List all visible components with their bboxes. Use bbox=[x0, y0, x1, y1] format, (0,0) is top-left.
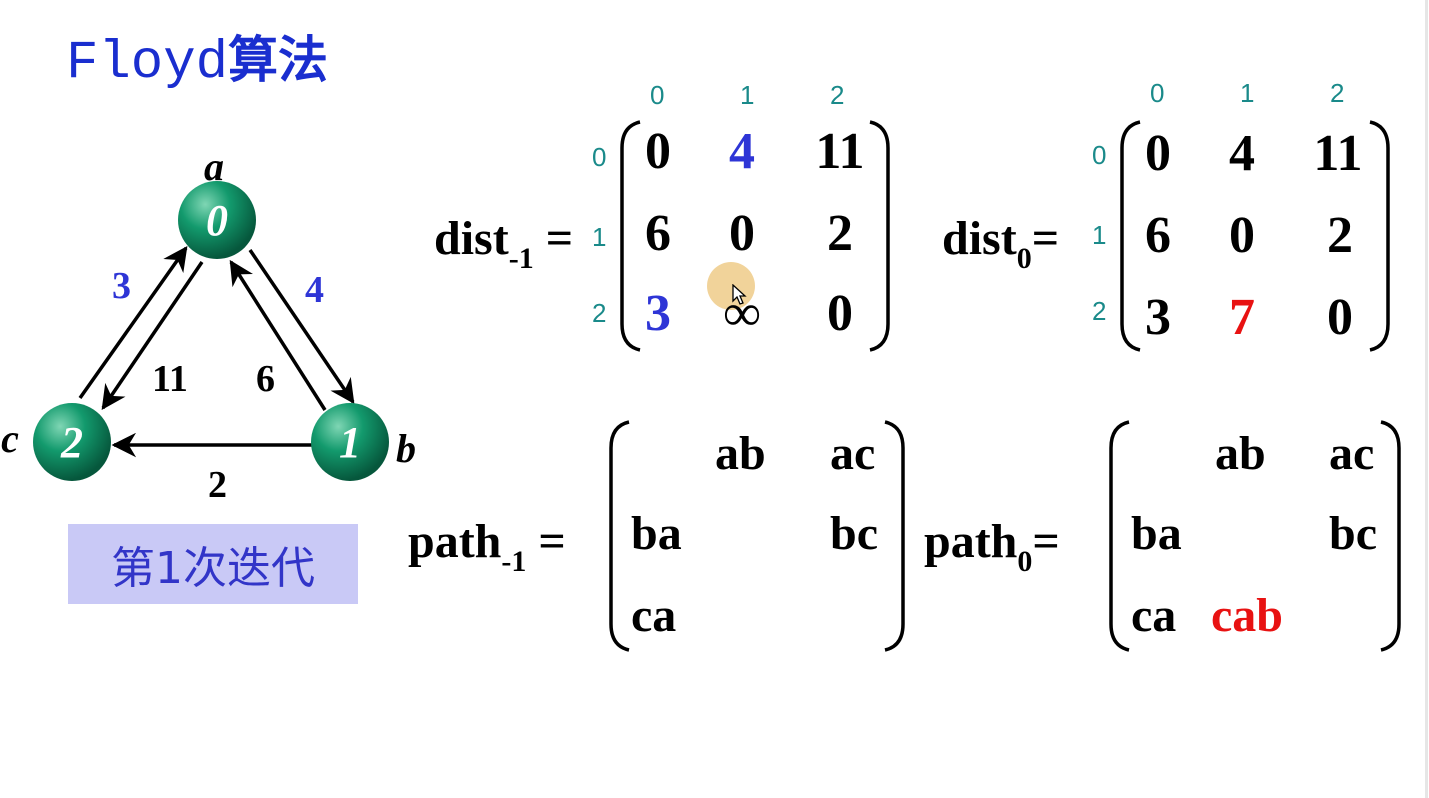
path-prev-matrix: ab ac ba bc ca bbox=[605, 420, 910, 655]
pointer-highlight bbox=[707, 262, 755, 310]
node-2: 2 bbox=[33, 403, 111, 481]
node-0-letter: a bbox=[204, 144, 224, 189]
dist-curr-cell-1-1: 0 bbox=[1229, 207, 1255, 264]
dist-prev-col-idx-0: 0 bbox=[650, 80, 665, 110]
dist-prev-cell-1-2: 2 bbox=[827, 205, 853, 262]
path-curr-cell-1-0: ba bbox=[1131, 507, 1182, 560]
edge-weight-1-0: 6 bbox=[256, 358, 275, 400]
dist-curr-matrix: 0 1 2 0 1 2 0 4 11 6 0 2 3 7 0 bbox=[1090, 78, 1400, 358]
dist-curr-left-bracket bbox=[1120, 120, 1141, 352]
dist-prev-eq: = bbox=[545, 212, 574, 265]
dist-curr-row-idx-1: 1 bbox=[1092, 220, 1107, 250]
dist-prev-right-bracket bbox=[869, 120, 890, 352]
slide-edge-divider bbox=[1425, 0, 1428, 798]
path-curr-name: path bbox=[924, 515, 1018, 568]
path-prev-label: path-1 = bbox=[408, 518, 566, 577]
graph-diagram: 3 4 11 6 2 0 1 2 a b c bbox=[1, 144, 416, 506]
dist-prev-left-bracket bbox=[620, 120, 641, 352]
dist-prev-cell-0-2: 11 bbox=[815, 123, 865, 180]
dist-prev-cell-2-2: 0 bbox=[827, 285, 853, 342]
title-cjk: 算法 bbox=[228, 31, 329, 89]
edge-weight-2-0: 3 bbox=[112, 265, 131, 307]
dist-curr-col-idx-0: 0 bbox=[1150, 78, 1165, 108]
path-prev-sub: -1 bbox=[501, 545, 527, 578]
dist-prev-col-idx-2: 2 bbox=[830, 80, 845, 110]
path-curr-cell-1-2: bc bbox=[1329, 507, 1377, 560]
edge-weight-0-2: 11 bbox=[152, 358, 188, 400]
node-1-letter: b bbox=[396, 426, 416, 471]
node-0-id: 0 bbox=[206, 196, 228, 245]
dist-curr-cell-2-0: 3 bbox=[1145, 289, 1171, 346]
dist-curr-sub: 0 bbox=[1016, 242, 1032, 275]
dist-prev-cell-1-1: 0 bbox=[729, 205, 755, 262]
edge-1-to-0 bbox=[229, 259, 327, 411]
dist-curr-cell-2-1: 7 bbox=[1229, 289, 1255, 346]
node-2-letter: c bbox=[1, 416, 19, 461]
path-curr-cell-0-1: ab bbox=[1215, 427, 1266, 480]
dist-curr-cell-1-0: 6 bbox=[1145, 207, 1171, 264]
iteration-badge: 第1次迭代 bbox=[68, 524, 358, 604]
path-prev-cell-0-2: ac bbox=[830, 427, 876, 480]
path-curr-cell-2-1: cab bbox=[1211, 589, 1283, 642]
node-2-id: 2 bbox=[60, 418, 83, 467]
edge-0-to-2 bbox=[101, 261, 204, 411]
dist-curr-cell-0-1: 4 bbox=[1229, 125, 1255, 182]
path-prev-left-bracket bbox=[609, 420, 630, 652]
edge-weight-1-2: 2 bbox=[208, 464, 227, 506]
dist-curr-eq: = bbox=[1031, 212, 1060, 265]
dist-prev-row-idx-0: 0 bbox=[592, 142, 607, 172]
path-prev-cell-1-0: ba bbox=[631, 507, 682, 560]
dist-curr-cell-0-0: 0 bbox=[1145, 125, 1171, 182]
dist-prev-matrix: 0 1 2 0 1 2 0 4 11 6 0 2 3 ∞ 0 bbox=[590, 80, 900, 360]
dist-prev-name: dist bbox=[434, 212, 509, 265]
dist-curr-row-idx-0: 0 bbox=[1092, 140, 1107, 170]
edge-0-to-1 bbox=[248, 249, 355, 405]
path-prev-right-bracket bbox=[884, 420, 905, 652]
path-prev-cell-1-2: bc bbox=[830, 507, 878, 560]
dist-prev-cell-1-0: 6 bbox=[645, 205, 671, 262]
path-curr-left-bracket bbox=[1109, 420, 1130, 652]
path-prev-eq: = bbox=[538, 515, 566, 568]
edge-2-to-0 bbox=[78, 245, 188, 400]
dist-curr-row-idx-2: 2 bbox=[1092, 296, 1107, 326]
mouse-cursor-icon bbox=[732, 284, 747, 305]
dist-prev-row-idx-2: 2 bbox=[592, 298, 607, 328]
node-1-id: 1 bbox=[339, 418, 361, 467]
dist-curr-col-idx-1: 1 bbox=[1240, 78, 1255, 108]
node-1: 1 bbox=[311, 403, 389, 481]
dist-prev-col-idx-1: 1 bbox=[740, 80, 755, 110]
path-curr-cell-0-2: ac bbox=[1329, 427, 1375, 480]
path-curr-eq: = bbox=[1032, 515, 1060, 568]
dist-curr-cell-1-2: 2 bbox=[1327, 207, 1353, 264]
path-curr-label: path0= bbox=[924, 518, 1060, 577]
title-latin: Floyd bbox=[66, 33, 229, 94]
path-prev-cell-0-1: ab bbox=[715, 427, 766, 480]
path-curr-matrix: ab ac ba bc ca cab bbox=[1105, 420, 1410, 655]
page-title: Floyd算法 bbox=[66, 28, 328, 96]
edge-weight-0-1: 4 bbox=[305, 269, 324, 311]
dist-prev-label: dist-1 = bbox=[434, 215, 573, 274]
path-prev-name: path bbox=[408, 515, 502, 568]
dist-prev-cell-2-0: 3 bbox=[645, 285, 671, 342]
path-curr-sub: 0 bbox=[1017, 545, 1033, 578]
dist-prev-row-idx-1: 1 bbox=[592, 222, 607, 252]
dist-curr-cell-2-2: 0 bbox=[1327, 289, 1353, 346]
dist-prev-sub: -1 bbox=[508, 242, 534, 275]
dist-curr-right-bracket bbox=[1369, 120, 1390, 352]
dist-curr-label: dist0= bbox=[942, 215, 1059, 274]
dist-curr-col-idx-2: 2 bbox=[1330, 78, 1345, 108]
path-prev-cell-2-0: ca bbox=[631, 589, 677, 642]
dist-curr-cell-0-2: 11 bbox=[1313, 125, 1363, 182]
path-curr-cell-2-0: ca bbox=[1131, 589, 1177, 642]
dist-prev-cell-0-1: 4 bbox=[729, 123, 755, 180]
dist-prev-cell-0-0: 0 bbox=[645, 123, 671, 180]
node-0: 0 bbox=[178, 181, 256, 259]
path-curr-right-bracket bbox=[1380, 420, 1401, 652]
dist-curr-name: dist bbox=[942, 212, 1017, 265]
